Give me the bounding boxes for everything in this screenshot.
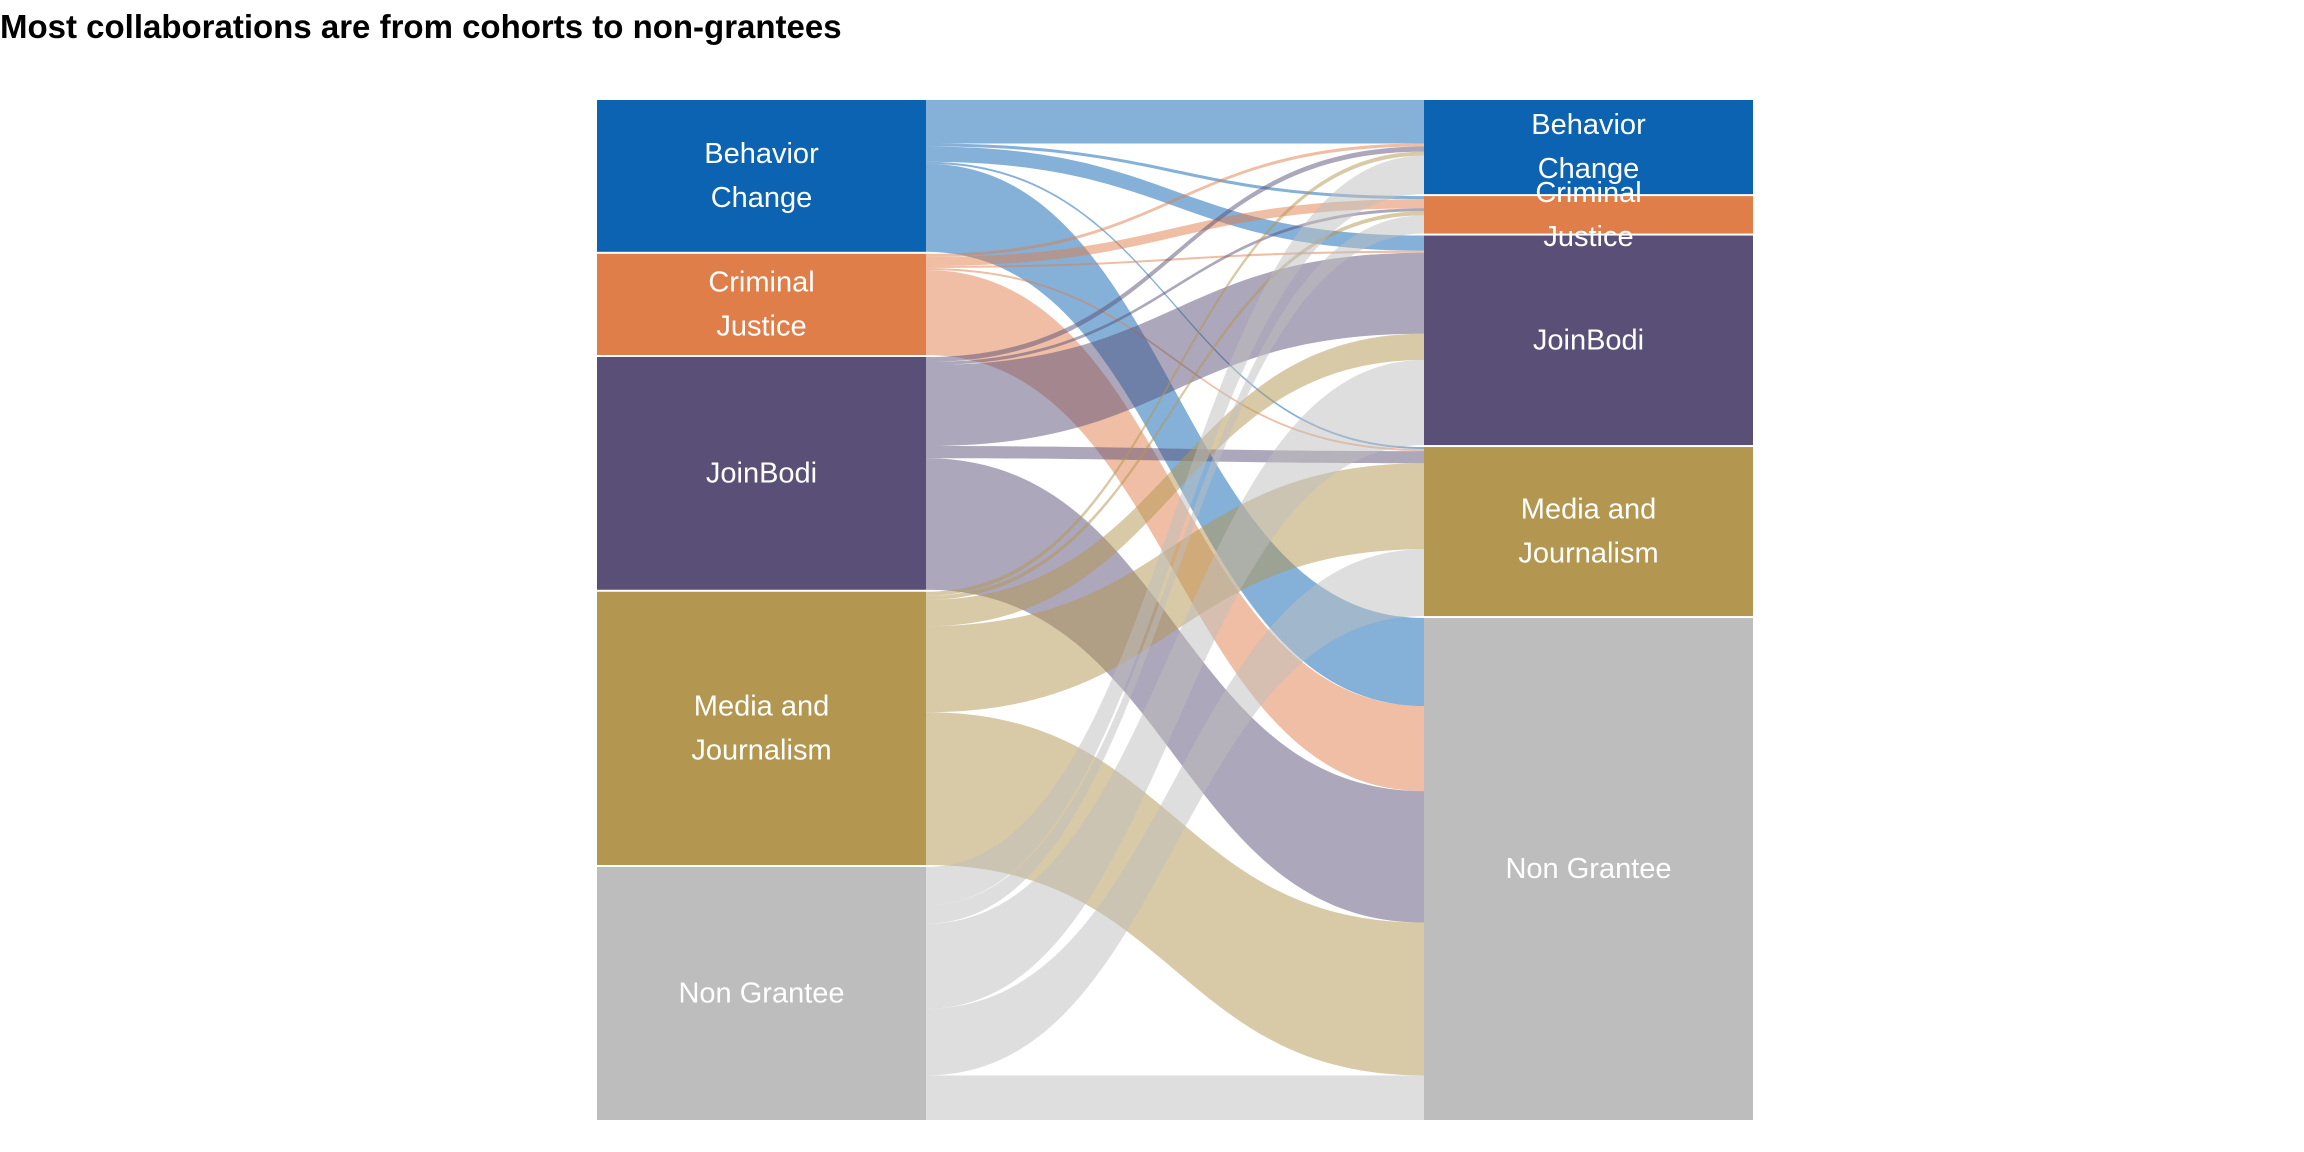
sankey-labels: BehaviorChangeCriminalJusticeJoinBodiMed… [678,109,1671,1009]
source-node-criminal-justice[interactable] [597,253,926,355]
link-behavior-change-to-non-grantee[interactable] [926,163,1424,707]
link-behavior-change-to-behavior-change[interactable] [926,100,1424,144]
source-node-label-behavior-change: Change [711,182,813,214]
link-criminal-justice-to-behavior-change[interactable] [926,143,1424,257]
link-joinbodi-to-behavior-change[interactable] [926,146,1424,363]
chart-title: Most collaborations are from cohorts to … [0,8,842,45]
sankey-links [926,100,1424,1120]
link-media-and-journalism-to-joinbodi[interactable] [926,333,1424,627]
link-behavior-change-to-joinbodi[interactable] [926,146,1424,251]
source-node-behavior-change[interactable] [597,100,926,252]
target-node-media-and-journalism[interactable] [1424,447,1753,617]
source-node-joinbodi[interactable] [597,357,926,590]
link-non-grantee-to-criminal-justice[interactable] [926,215,1424,924]
source-node-label-criminal-justice: Justice [716,310,806,342]
link-media-and-journalism-to-criminal-justice[interactable] [926,211,1424,600]
target-node-label-behavior-change: Behavior [1531,109,1646,141]
target-node-label-behavior-change: Change [1538,153,1640,185]
link-non-grantee-to-behavior-change[interactable] [926,155,1424,906]
source-node-label-criminal-justice: Criminal [708,266,814,298]
link-criminal-justice-to-criminal-justice[interactable] [926,199,1424,266]
target-node-label-criminal-justice: Justice [1543,221,1633,253]
source-node-non-grantee[interactable] [597,867,926,1120]
target-node-non-grantee[interactable] [1424,618,1753,1120]
link-media-and-journalism-to-behavior-change[interactable] [926,151,1424,596]
link-non-grantee-to-joinbodi[interactable] [926,360,1424,1009]
target-node-label-non-grantee: Non Grantee [1505,853,1671,885]
link-media-and-journalism-to-media-and-journalism[interactable] [926,463,1424,713]
source-node-label-non-grantee: Non Grantee [678,978,844,1010]
link-joinbodi-to-criminal-justice[interactable] [926,208,1424,366]
target-node-label-media-and-journalism: Journalism [1518,538,1658,570]
sankey-nodes [597,100,1753,1120]
link-criminal-justice-to-joinbodi[interactable] [926,250,1424,268]
target-node-label-joinbodi: JoinBodi [1533,324,1644,356]
source-node-media-and-journalism[interactable] [597,591,926,865]
target-node-joinbodi[interactable] [1424,235,1753,446]
target-node-label-media-and-journalism: Media and [1521,494,1656,526]
target-node-criminal-justice[interactable] [1424,196,1753,234]
target-node-behavior-change[interactable] [1424,100,1753,195]
source-node-label-media-and-journalism: Media and [694,690,829,722]
link-behavior-change-to-media-and-journalism[interactable] [926,161,1424,450]
source-node-label-media-and-journalism: Journalism [691,734,831,766]
target-node-label-criminal-justice: Criminal [1535,177,1641,209]
link-non-grantee-to-media-and-journalism[interactable] [926,549,1424,1076]
source-node-label-behavior-change: Behavior [704,138,819,170]
source-node-label-joinbodi: JoinBodi [706,457,817,489]
link-non-grantee-to-non-grantee[interactable] [926,1075,1424,1120]
link-behavior-change-to-criminal-justice[interactable] [926,143,1424,200]
